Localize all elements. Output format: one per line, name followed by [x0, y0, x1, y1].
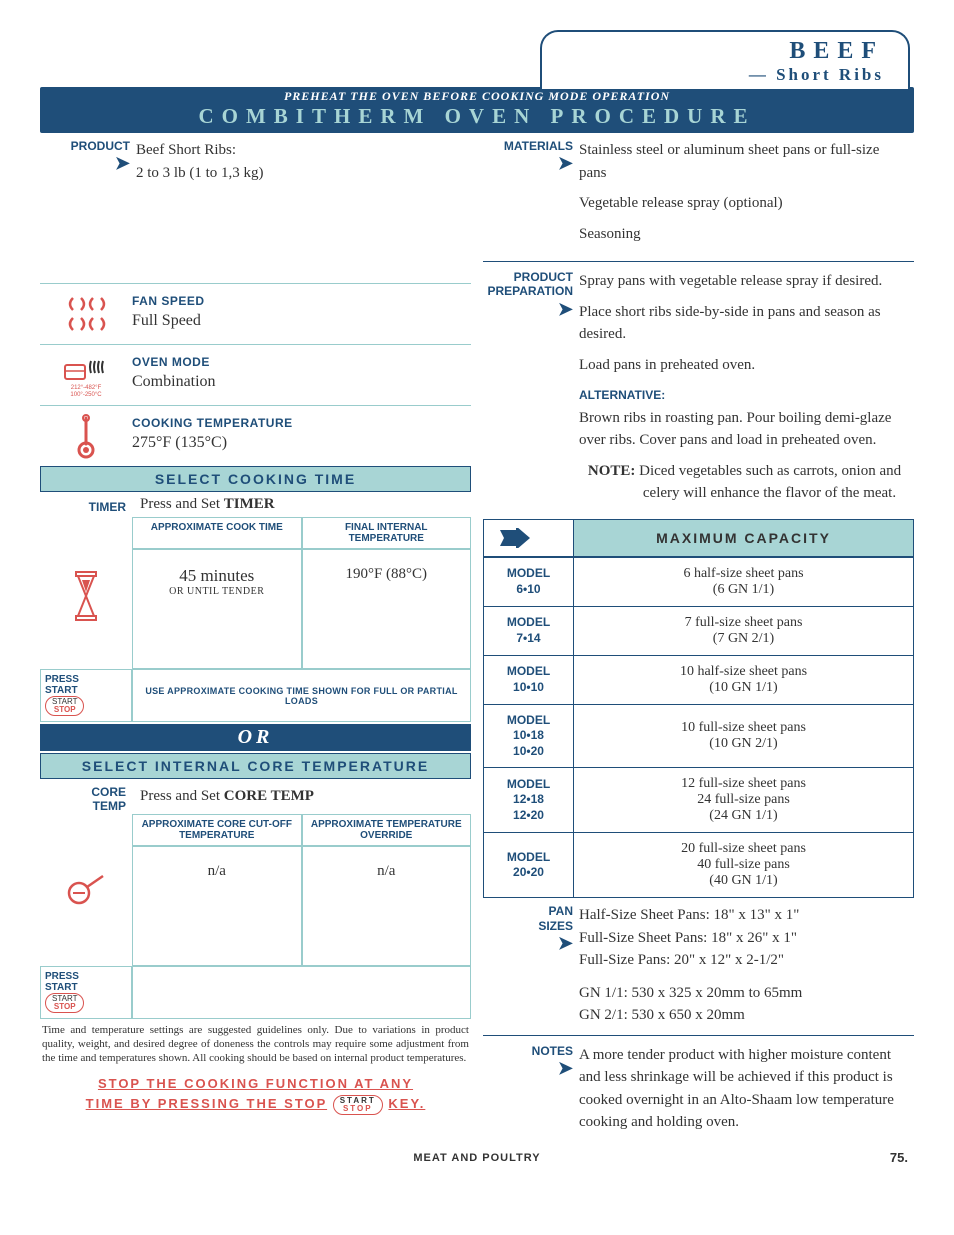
timer-label: TIMER [40, 494, 132, 514]
prep-content: Spray pans with vegetable release spray … [579, 270, 910, 513]
materials-content: Stainless steel or aluminum sheet pans o… [579, 139, 910, 253]
start-stop-key-icon: STARTSTOP [333, 1095, 383, 1115]
arrow-icon: ➤ [558, 1058, 573, 1078]
thermometer-icon [40, 406, 132, 466]
disclaimer: Time and temperature settings are sugges… [40, 1019, 471, 1070]
cook-time-value: 45 minutes OR UNTIL TENDER [132, 549, 302, 669]
temp-label: COOKING TEMPERATURE [132, 412, 471, 432]
capacity-table: MAXIMUM CAPACITY [483, 519, 914, 557]
start-stop-key-icon: STARTSTOP [45, 696, 84, 716]
capacity-desc: 12 full-size sheet pans24 full-size pans… [574, 768, 914, 833]
fan-icon [40, 284, 132, 344]
capacity-rows: MODEL6•106 half-size sheet pans(6 GN 1/1… [483, 557, 914, 899]
select-time-bar: SELECT COOKING TIME [40, 466, 471, 492]
hourglass-icon [40, 517, 132, 669]
prep-label: PRODUCT PREPARATION ➤ [487, 270, 579, 320]
fan-value: Full Speed [132, 310, 471, 338]
procedure-title: COMBITHERM OVEN PROCEDURE [40, 104, 914, 129]
procedure-header: PREHEAT THE OVEN BEFORE COOKING MODE OPE… [40, 87, 914, 133]
capacity-arrow-icon [484, 519, 574, 556]
capacity-desc: 20 full-size sheet pans40 full-size pans… [574, 833, 914, 898]
capacity-desc: 6 half-size sheet pans(6 GN 1/1) [574, 557, 914, 606]
page-number: 75. [890, 1150, 908, 1165]
mode-value: Combination [132, 371, 471, 399]
preheat-line: PREHEAT THE OVEN BEFORE COOKING MODE OPE… [40, 89, 914, 104]
press-start-1: PRESSSTART STARTSTOP [40, 669, 132, 722]
capacity-desc: 10 half-size sheet pans(10 GN 1/1) [574, 655, 914, 704]
capacity-model: MODEL10•1810•20 [484, 704, 574, 768]
core-label: CORETEMP [40, 779, 132, 814]
footer-category: MEAT AND POULTRY [40, 1152, 914, 1164]
pan-sizes-content: Half-Size Sheet Pans: 18" x 13" x 1" Ful… [579, 904, 910, 1027]
capacity-model: MODEL10•10 [484, 655, 574, 704]
or-bar: OR [40, 724, 471, 751]
capacity-model: MODEL20•20 [484, 833, 574, 898]
temp-value: 275°F (135°C) [132, 432, 471, 460]
product-content: Beef Short Ribs: 2 to 3 lb (1 to 1,3 kg) [136, 139, 467, 184]
fan-label: FAN SPEED [132, 290, 471, 310]
pan-sizes-label: PANSIZES ➤ [487, 904, 579, 954]
svg-text:212°-482°F: 212°-482°F [71, 385, 102, 391]
product-label: PRODUCT ➤ [44, 139, 136, 175]
title-tab: BEEF — Short Ribs [540, 30, 910, 89]
core-cutoff-header: APPROXIMATE CORE CUT-OFF TEMPERATURE [132, 814, 302, 846]
mode-label: OVEN MODE [132, 351, 471, 371]
final-temp-value: 190°F (88°C) [302, 549, 472, 669]
capacity-model: MODEL12•1812•20 [484, 768, 574, 833]
core-press: Press and Set CORE TEMP [132, 784, 314, 809]
timer-press: Press and Set TIMER [132, 492, 275, 517]
stop-instruction: STOP THE COOKING FUNCTION AT ANY TIME BY… [40, 1070, 471, 1120]
press-start-2: PRESSSTART STARTSTOP [40, 966, 132, 1019]
capacity-header: MAXIMUM CAPACITY [574, 519, 914, 556]
oven-mode-icon: 212°-482°F 100°-250°C [40, 345, 132, 405]
capacity-model: MODEL6•10 [484, 557, 574, 606]
arrow-icon: ➤ [558, 299, 573, 319]
core-override-header: APPROXIMATE TEMPERATURE OVERRIDE [302, 814, 472, 846]
title-line2: — Short Ribs [566, 65, 884, 85]
capacity-model: MODEL7•14 [484, 606, 574, 655]
arrow-icon: ➤ [558, 933, 573, 953]
notes-label: NOTES ➤ [487, 1044, 579, 1080]
probe-icon [40, 814, 132, 966]
arrow-icon: ➤ [115, 153, 130, 173]
arrow-icon: ➤ [558, 153, 573, 173]
capacity-desc: 10 full-size sheet pans(10 GN 2/1) [574, 704, 914, 768]
svg-text:100°-250°C: 100°-250°C [70, 392, 102, 398]
start-stop-key-icon: STARTSTOP [45, 993, 84, 1013]
notes-content: A more tender product with higher moistu… [579, 1044, 910, 1134]
capacity-desc: 7 full-size sheet pans(7 GN 2/1) [574, 606, 914, 655]
core-cutoff-value: n/a [132, 846, 302, 966]
materials-label: MATERIALS ➤ [487, 139, 579, 175]
cook-time-header: APPROXIMATE COOK TIME [132, 517, 302, 549]
final-temp-header: FINAL INTERNAL TEMPERATURE [302, 517, 472, 549]
core-override-value: n/a [302, 846, 472, 966]
approx-hint: USE APPROXIMATE COOKING TIME SHOWN FOR F… [132, 669, 471, 722]
title-line1: BEEF [566, 38, 884, 65]
select-core-bar: SELECT INTERNAL CORE TEMPERATURE [40, 753, 471, 779]
